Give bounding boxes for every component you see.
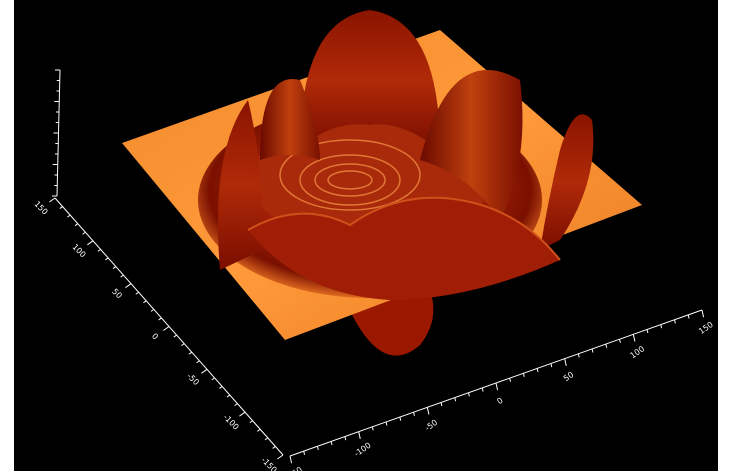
page: -150-100-50050100150-150-100-50050100150… (0, 0, 729, 471)
chart: -150-100-50050100150-150-100-50050100150 (0, 0, 729, 471)
